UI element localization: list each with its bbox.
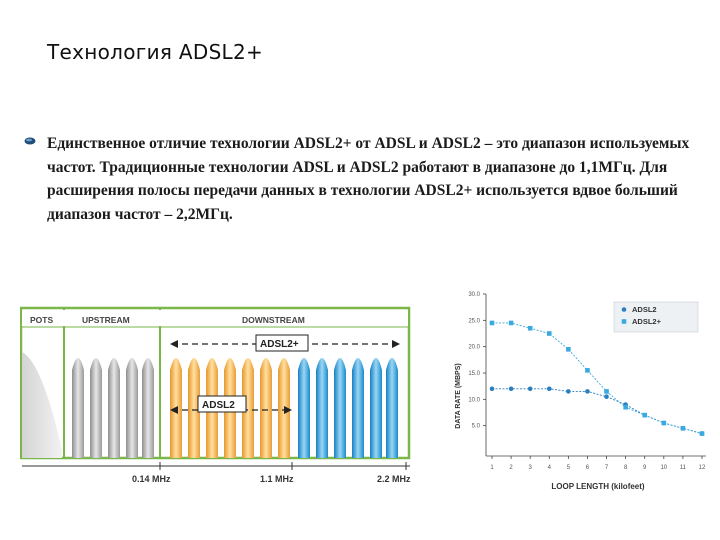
freq-label-1: 0.14 MHz <box>132 474 171 484</box>
x-tick-label: 4 <box>548 465 552 471</box>
data-point <box>508 386 514 392</box>
y-tick-label: 25.0 <box>468 318 480 324</box>
data-point <box>623 404 628 410</box>
legend-label: ADSL2+ <box>632 317 662 326</box>
data-point <box>546 386 552 392</box>
y-tick-label: 10.0 <box>468 397 480 403</box>
x-tick-label: 12 <box>699 465 706 471</box>
data-point <box>604 394 609 399</box>
y-tick-label: 20.0 <box>468 345 480 351</box>
x-tick-label: 8 <box>624 465 628 471</box>
slide-title: Технология ADSL2+ <box>47 40 264 64</box>
band-upstream-label: UPSTREAM <box>82 315 130 325</box>
data-rate-chart: DATA RATE (MBPS) LOOP LENGTH (kilofeet) … <box>455 292 706 491</box>
data-point <box>661 420 667 426</box>
data-point <box>680 426 686 431</box>
freq-label-3: 2.2 MHz <box>377 474 411 484</box>
data-point <box>546 331 552 336</box>
legend-box <box>613 301 699 333</box>
x-tick-label: 3 <box>529 465 533 471</box>
bullet-icon <box>24 137 36 145</box>
x-axis-label: LOOP LENGTH (kilofeet) <box>551 482 645 491</box>
data-point <box>489 320 495 326</box>
y-tick-label: 15.0 <box>468 371 480 377</box>
adsl2-span-arrow <box>170 406 292 414</box>
data-point <box>566 389 571 394</box>
band-pots-label: POTS <box>30 315 53 325</box>
series-line-1 <box>492 388 703 435</box>
data-point <box>489 386 495 392</box>
spectrum-diagram: POTS UPSTREAM DOWNSTREAM ADSL2+ <box>20 306 411 484</box>
y-axis-label: DATA RATE (MBPS) <box>455 363 462 428</box>
data-point <box>604 389 609 394</box>
data-point <box>699 431 705 436</box>
legend-marker <box>621 307 627 312</box>
legend-marker <box>621 319 627 324</box>
x-tick-label: 11 <box>680 465 687 471</box>
adsl2-label: ADSL2 <box>202 400 235 411</box>
freq-label-2: 1.1 MHz <box>260 474 294 484</box>
upstream-carriers <box>72 358 154 458</box>
adsl2plus-label: ADSL2+ <box>260 339 299 350</box>
data-point <box>642 412 648 418</box>
adsl2plus-carriers <box>298 358 398 458</box>
body-paragraph: Единственное отличие технологии ADSL2+ о… <box>47 135 690 223</box>
x-tick-label: 6 <box>586 465 590 471</box>
x-tick-label: 7 <box>605 465 609 471</box>
x-tick-label: 1 <box>490 465 494 471</box>
data-point <box>527 386 533 392</box>
y-tick-label: 30.0 <box>468 292 480 298</box>
x-tick-label: 9 <box>643 465 647 471</box>
x-tick-label: 5 <box>567 465 571 471</box>
data-point <box>508 320 514 326</box>
x-tick-label: 10 <box>660 465 667 471</box>
data-point <box>566 347 571 352</box>
band-downstream-label: DOWNSTREAM <box>242 315 305 325</box>
series-line-2 <box>492 322 703 435</box>
y-tick-label: 5.0 <box>472 424 481 430</box>
data-point <box>527 325 533 331</box>
legend-label: ADSL2 <box>632 305 657 314</box>
pots-band <box>22 352 62 458</box>
data-point <box>585 389 590 394</box>
data-point <box>585 368 590 373</box>
x-tick-label: 2 <box>509 465 513 471</box>
